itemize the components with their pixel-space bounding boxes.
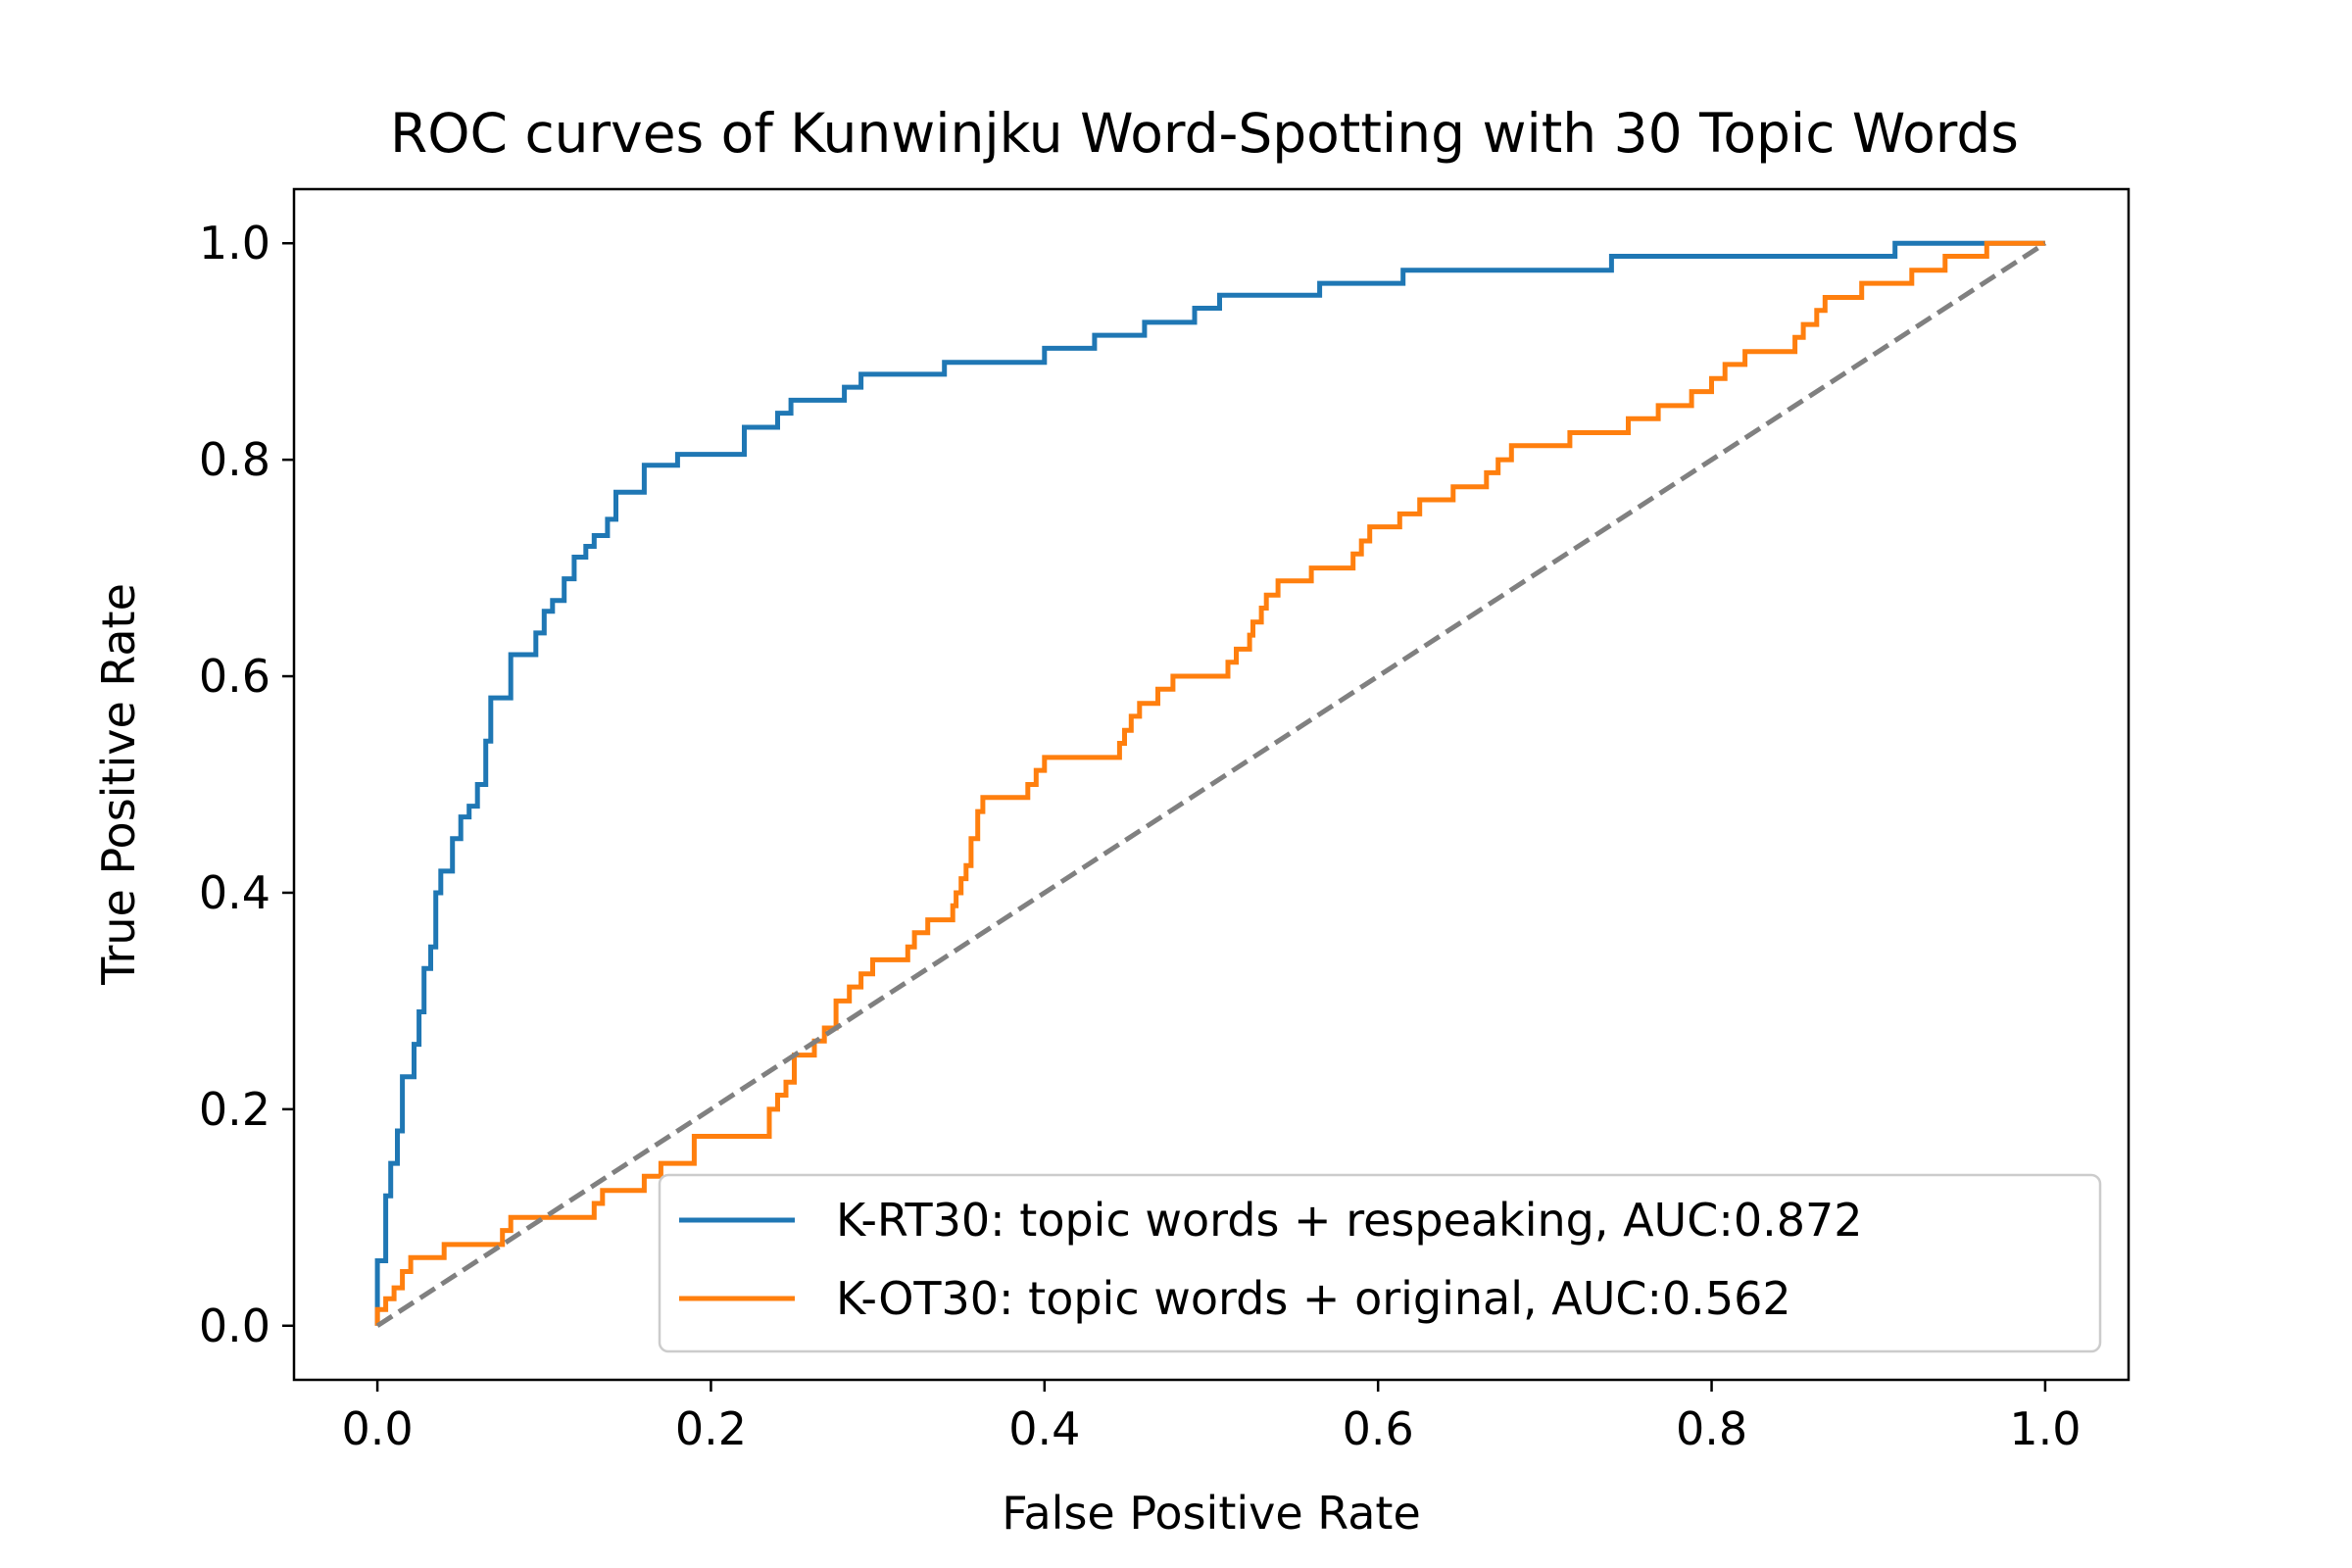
y-axis-ticks: 0.0 0.2 0.4 0.6 0.8 1.0 [199,217,294,1352]
x-tick-label: 1.0 [2009,1402,2081,1455]
legend-label-series-2: K-OT30: topic words + original, AUC:0.56… [836,1272,1791,1325]
x-tick-label: 0.0 [342,1402,414,1455]
chart-title: ROC curves of Kunwinjku Word-Spotting wi… [390,102,2019,165]
x-tick-label: 0.6 [1343,1402,1414,1455]
y-axis-label: True Positive Rate [92,583,145,986]
legend-label-series-1: K-RT30: topic words + respeaking, AUC:0.… [836,1194,1863,1247]
x-tick-label: 0.2 [675,1402,747,1455]
series-line-2 [374,240,2045,1326]
x-axis-label: False Positive Rate [1002,1487,1421,1540]
y-tick-label: 0.0 [199,1299,270,1352]
y-tick-label: 1.0 [199,217,270,270]
chance-diagonal-line [375,241,2047,1328]
y-tick-label: 0.8 [199,433,270,486]
y-tick-label: 0.2 [199,1083,270,1136]
plot-series [374,240,2047,1328]
x-tick-label: 0.4 [1008,1402,1080,1455]
legend-frame [658,1173,2102,1353]
series-line-1 [374,240,2045,1326]
y-tick-label: 0.4 [199,866,270,919]
y-tick-label: 0.6 [199,650,270,703]
legend: K-RT30: topic words + respeaking, AUC:0.… [658,1173,2102,1353]
x-axis-ticks: 0.0 0.2 0.4 0.6 0.8 1.0 [342,1380,2081,1455]
axes-frame [292,187,2131,1382]
x-tick-label: 0.8 [1676,1402,1747,1455]
